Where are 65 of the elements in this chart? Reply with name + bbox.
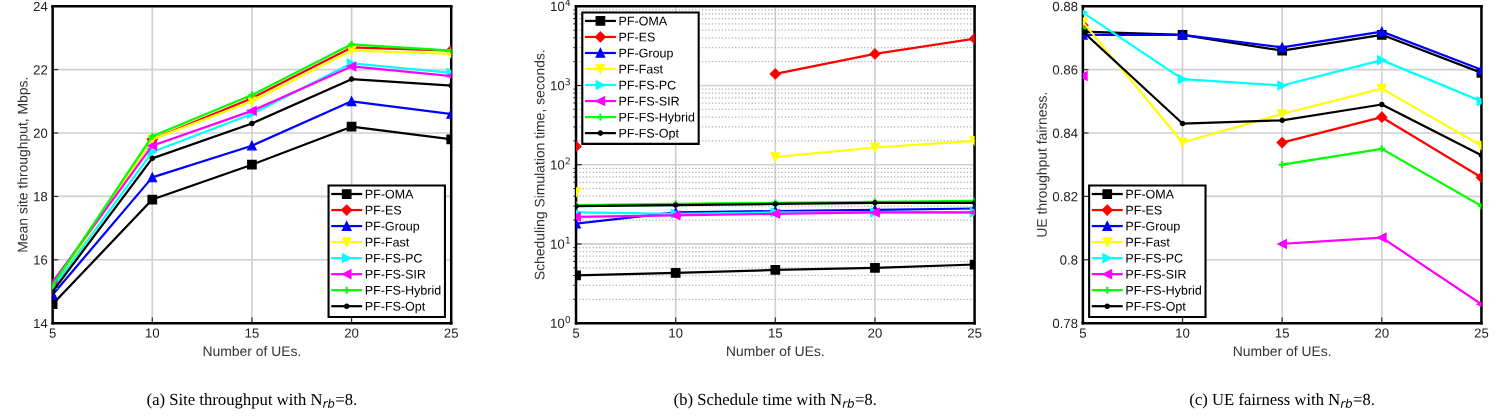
y-axis-title: UE throughput fairness. bbox=[1036, 93, 1050, 237]
y-tick-label: 0.88 bbox=[1052, 1, 1078, 12]
x-tick-label: 10 bbox=[1176, 328, 1190, 338]
x-tick-label: 10 bbox=[145, 328, 160, 338]
y-tick-label: 10$^{4}$ bbox=[551, 0, 571, 12]
legend-label: PF-ES bbox=[365, 205, 402, 215]
legend-label: PF-FS-Hybrid bbox=[365, 285, 441, 298]
y-tick-label: 14 bbox=[34, 318, 48, 328]
y-tick-label: 22 bbox=[33, 65, 48, 75]
legend-label: PF-FS-PC bbox=[365, 253, 422, 263]
legend-label: PF-FS-PC bbox=[1126, 253, 1183, 263]
x-axis-title: Number of UEs. bbox=[1233, 345, 1331, 357]
x-tick-label: 20 bbox=[1375, 328, 1389, 338]
legend-label: PF-FS-SIR bbox=[1126, 269, 1186, 279]
legend-label: PF-FS-Opt bbox=[365, 301, 426, 314]
legend-label: PF-ES bbox=[1126, 205, 1162, 215]
x-tick-label: 25 bbox=[444, 328, 458, 338]
x-tick-label: 5 bbox=[1079, 328, 1086, 338]
text: (a) Site throughput with N$_{rb}$=8. bbox=[147, 393, 357, 409]
legend-label: PF-OMA bbox=[365, 189, 414, 199]
legend-label: PF-Group bbox=[619, 48, 673, 60]
y-tick-label: 10$^{2}$ bbox=[551, 157, 570, 170]
legend-label: PF-OMA bbox=[1126, 189, 1174, 199]
y-tick-label: 0.86 bbox=[1052, 65, 1078, 75]
y-tick-label: 16 bbox=[34, 255, 48, 265]
x-tick-label: 5 bbox=[49, 328, 56, 338]
legend-label: PF-Fast bbox=[1126, 237, 1170, 247]
y-tick-label: 0.84 bbox=[1052, 128, 1078, 138]
x-tick-label: 15 bbox=[245, 328, 259, 338]
x-tick-label: 15 bbox=[768, 328, 783, 338]
y-tick-label: 24 bbox=[33, 1, 48, 12]
text: (b) Schedule time with N$_{rb}$=8. bbox=[674, 393, 876, 409]
y-tick-label: 0.82 bbox=[1052, 191, 1078, 202]
legend-label: PF-FS-Hybrid bbox=[1126, 285, 1201, 298]
x-tick-label: 20 bbox=[868, 328, 882, 338]
legend-label: PF-ES bbox=[619, 32, 655, 42]
x-tick-label: 20 bbox=[344, 328, 359, 338]
y-tick-label: 0.78 bbox=[1052, 318, 1078, 329]
x-axis-title: Number of UEs. bbox=[727, 345, 824, 357]
y-tick-label: 10$^{3}$ bbox=[551, 78, 570, 91]
y-axis-title: Scheduling Simulation time, seconds. bbox=[534, 50, 548, 280]
legend-label: PF-FS-SIR bbox=[365, 269, 426, 279]
y-axis-title: Mean site throughput, Mbps. bbox=[17, 77, 31, 252]
y-tick-label: 10$^{1}$ bbox=[551, 236, 570, 249]
legend-label: PF-FS-Opt bbox=[1126, 301, 1186, 314]
x-tick-label: 25 bbox=[1474, 328, 1489, 338]
y-tick-label: 20 bbox=[33, 128, 48, 138]
y-tick-label: 10$^{0}$ bbox=[551, 315, 571, 328]
x-tick-label: 10 bbox=[669, 328, 683, 338]
legend-label: PF-Fast bbox=[619, 64, 663, 74]
legend-label: PF-OMA bbox=[619, 16, 668, 26]
x-tick-label: 25 bbox=[967, 328, 982, 338]
x-tick-label: 15 bbox=[1275, 328, 1289, 338]
legend-label: PF-FS-Hybrid bbox=[619, 112, 695, 125]
y-tick-label: 18 bbox=[34, 191, 48, 202]
legend-label: PF-FS-SIR bbox=[619, 96, 680, 106]
legend-label: PF-Group bbox=[365, 221, 420, 234]
legend-label: PF-Group bbox=[1126, 221, 1180, 234]
x-tick-label: 5 bbox=[572, 328, 580, 338]
legend-label: PF-Fast bbox=[365, 237, 410, 247]
legend-label: PF-FS-Opt bbox=[619, 128, 679, 141]
y-tick-label: 0.8 bbox=[1060, 255, 1078, 265]
x-axis-title: Number of UEs. bbox=[203, 345, 301, 357]
legend-label: PF-FS-PC bbox=[619, 80, 676, 90]
text: (c) UE fairness with N$_{rb}$=8. bbox=[1190, 393, 1374, 409]
